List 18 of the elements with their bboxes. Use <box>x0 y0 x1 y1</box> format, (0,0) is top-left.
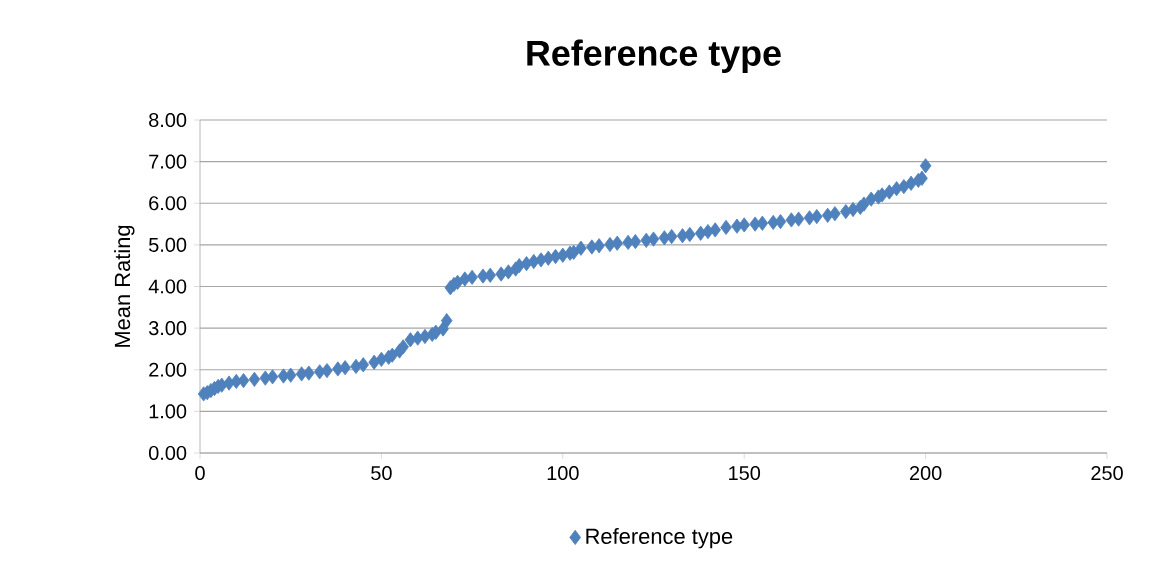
y-tick-label: 7.00 <box>149 154 187 169</box>
y-tick-label: 8.00 <box>149 112 187 128</box>
x-tick-label: 250 <box>1091 466 1123 481</box>
x-tick-label: 200 <box>909 466 942 481</box>
y-tick-label: 4.00 <box>148 279 187 294</box>
x-tick-label: 100 <box>547 466 579 481</box>
y-tick-label: 6.00 <box>149 196 187 211</box>
y-tick-label: 5.00 <box>149 237 187 252</box>
y-axis-title: Mean Rating <box>114 225 135 347</box>
chart-title: Reference type <box>527 39 781 74</box>
x-tick-label: 150 <box>729 466 761 481</box>
legend-label: Reference type <box>586 527 733 549</box>
x-tick-label: 0 <box>195 466 205 481</box>
y-tick-label: 2.00 <box>149 362 187 377</box>
y-tick-label: 1.00 <box>149 404 187 419</box>
x-tick-label: 50 <box>371 466 392 481</box>
y-tick-label: 0.00 <box>148 445 187 461</box>
y-tick-label: 3.00 <box>148 321 187 336</box>
